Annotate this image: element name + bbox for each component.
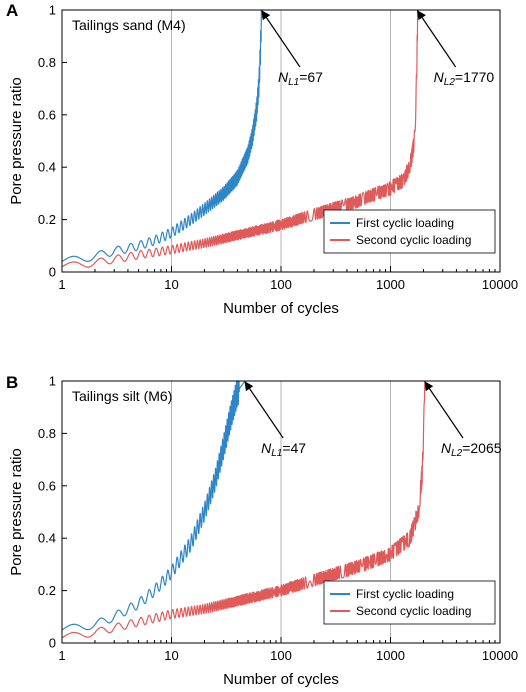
y-tick-label: 1: [49, 3, 56, 18]
series-line-1: [61, 380, 246, 631]
legend: First cyclic loading Second cyclic loadi…: [323, 209, 496, 254]
x-axis: 1 10 100 1000 10000: [58, 637, 518, 663]
y-tick-label: 0: [49, 636, 56, 651]
series-layer: [61, 380, 426, 639]
panel-b: B 0 0.2 0.4 0.6 0.8 1 1 10 100 1000 1000…: [6, 373, 518, 688]
y-tick-label: 0.4: [38, 531, 56, 546]
sample-label: Tailings sand (M4): [72, 17, 186, 33]
panel-label: B: [6, 373, 18, 392]
x-tick-label: 1000: [376, 648, 405, 663]
annotation-label: NL1=47: [261, 440, 306, 459]
series-layer: [61, 9, 419, 268]
x-axis-title: Number of cycles: [223, 300, 339, 317]
y-tick-label: 0: [49, 265, 56, 280]
y-tick-label: 0.4: [38, 160, 56, 175]
x-tick-label: 10: [164, 277, 178, 292]
annotation: NL1=47: [244, 381, 306, 459]
legend-label: Second cyclic loading: [356, 233, 471, 247]
annotation-label: NL2=1770: [434, 69, 495, 88]
annotation-label: NL1=67: [278, 69, 323, 88]
annotation-arrow: [417, 10, 457, 68]
y-tick-label: 0.6: [38, 478, 56, 493]
x-tick-label: 100: [270, 648, 292, 663]
annotation-subscript: L1: [288, 77, 299, 88]
plot-area: 0 0.2 0.4 0.6 0.8 1 1 10 100 1000 10000 …: [38, 374, 518, 664]
y-axis: 0 0.2 0.4 0.6 0.8 1: [38, 3, 67, 280]
annotation-value: =47: [282, 440, 306, 456]
panel-label: A: [6, 1, 18, 20]
x-axis: 1 10 100 1000 10000: [58, 266, 518, 292]
y-tick-label: 0.8: [38, 55, 56, 70]
y-axis-title: Pore pressure ratio: [8, 448, 25, 576]
annotation-arrow: [424, 381, 464, 439]
plot-area: 0 0.2 0.4 0.6 0.8 1 1 10 100 1000 10000 …: [38, 3, 518, 293]
annotation-value: =1770: [455, 69, 495, 85]
annotation-label: NL2=2065: [441, 440, 502, 459]
legend-label: First cyclic loading: [356, 216, 454, 230]
legend-box: [323, 209, 496, 254]
panel-a: A 0 0.2 0.4 0.6 0.8 1 1 10 100 1000 1000…: [6, 1, 518, 317]
sample-label: Tailings silt (M6): [72, 388, 172, 404]
x-tick-label: 10000: [482, 648, 518, 663]
annotation-arrow: [244, 381, 284, 439]
annotation: NL1=67: [261, 10, 323, 88]
x-tick-label: 100: [270, 277, 292, 292]
y-tick-label: 0.2: [38, 583, 56, 598]
annotation-arrow: [261, 10, 301, 68]
annotation-symbol: N: [441, 440, 452, 456]
legend: First cyclic loading Second cyclic loadi…: [323, 580, 496, 625]
annotation-symbol: N: [261, 440, 272, 456]
y-tick-label: 0.2: [38, 212, 56, 227]
annotation-subscript: L2: [444, 77, 456, 88]
y-tick-label: 0.8: [38, 426, 56, 441]
x-tick-label: 1: [58, 277, 65, 292]
legend-box: [323, 580, 496, 625]
annotation: NL2=1770: [417, 10, 495, 88]
y-axis: 0 0.2 0.4 0.6 0.8 1: [38, 374, 67, 651]
legend-label: Second cyclic loading: [356, 604, 471, 618]
series-line-2: [61, 380, 426, 639]
annotation: NL2=2065: [424, 381, 502, 459]
annotation-symbol: N: [434, 69, 445, 85]
annotation-subscript: L1: [271, 448, 282, 459]
x-tick-label: 10000: [482, 277, 518, 292]
series-line-1: [61, 9, 263, 263]
annotation-value: =67: [299, 69, 323, 85]
x-tick-label: 10: [164, 648, 178, 663]
annotation-value: =2065: [462, 440, 502, 456]
annotation-subscript: L2: [451, 448, 463, 459]
plot-frame: [61, 380, 501, 644]
y-tick-label: 1: [49, 374, 56, 389]
y-tick-label: 0.6: [38, 107, 56, 122]
x-tick-label: 1000: [376, 277, 405, 292]
x-tick-label: 1: [58, 648, 65, 663]
legend-label: First cyclic loading: [356, 587, 454, 601]
series-line-2: [61, 9, 419, 268]
plot-frame: [61, 9, 501, 273]
x-axis-title: Number of cycles: [223, 671, 339, 688]
y-axis-title: Pore pressure ratio: [8, 77, 25, 205]
annotation-symbol: N: [278, 69, 289, 85]
